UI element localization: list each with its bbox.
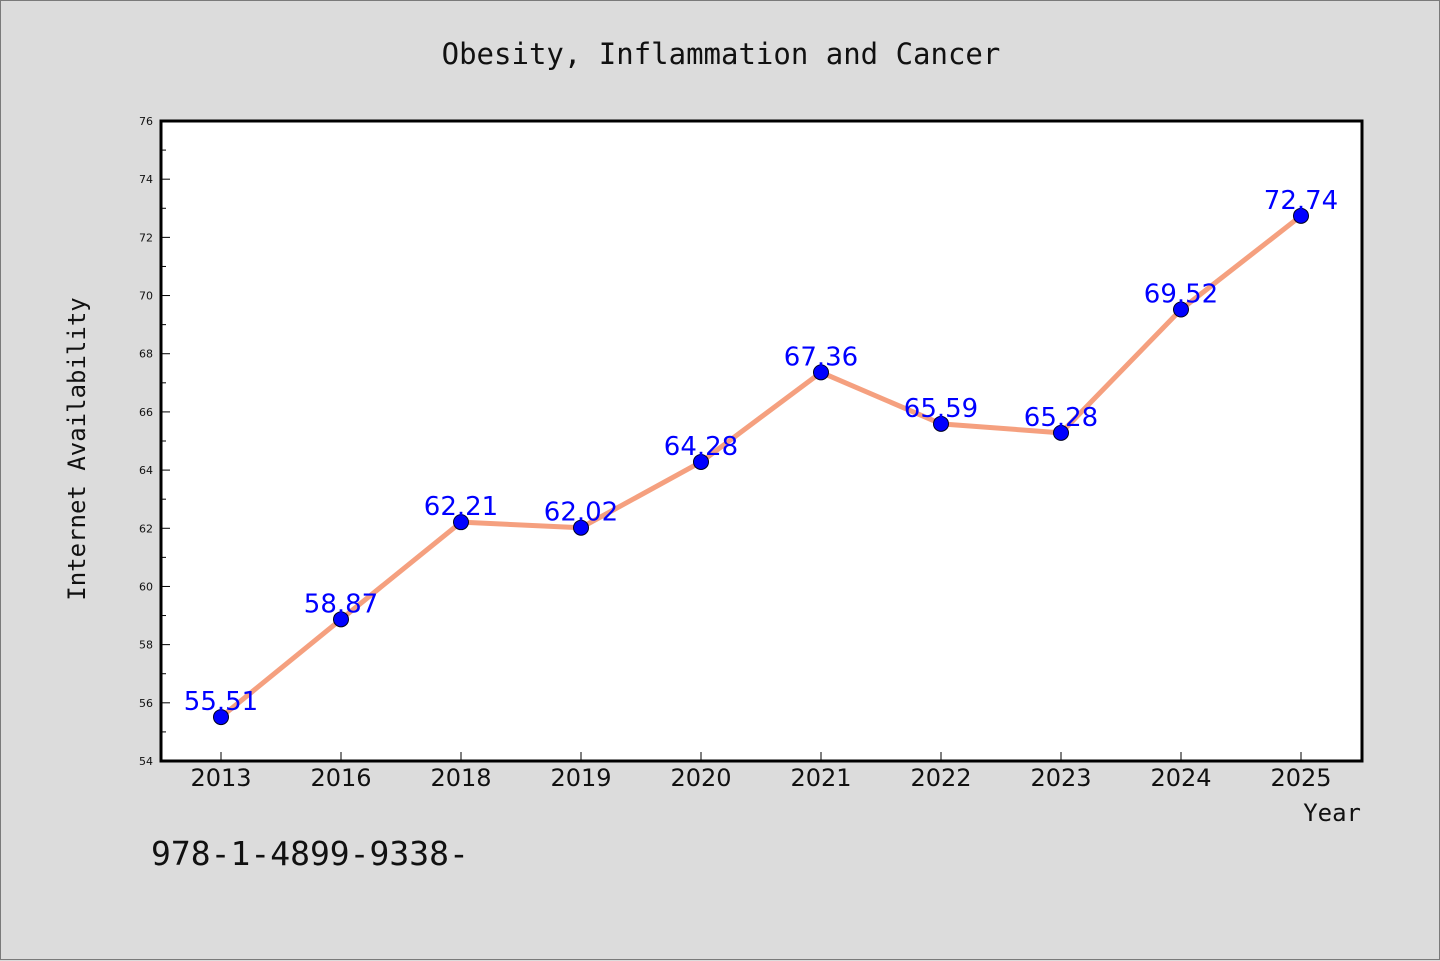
y-tick-label: 72	[139, 231, 153, 244]
data-label: 65.59	[904, 394, 978, 424]
y-tick-label: 76	[139, 115, 153, 128]
data-point	[333, 611, 349, 628]
y-tick-label: 62	[139, 522, 153, 535]
chart-title: Obesity, Inflammation and Cancer	[442, 37, 1001, 71]
y-tick-label: 60	[139, 580, 153, 593]
x-tick-label: 2020	[670, 764, 731, 792]
plot-area	[159, 119, 1364, 763]
x-tick-label: 2024	[1150, 764, 1211, 792]
data-label: 62.21	[424, 492, 498, 522]
y-tick-label: 58	[139, 639, 153, 652]
data-label: 58.87	[304, 589, 378, 619]
data-point	[573, 519, 589, 536]
y-axis-label: Internet Availability	[63, 297, 91, 600]
series-group: 55.51 58.87 62.21 62.02 64.28 67.36 65.59 65.28…	[184, 186, 1338, 726]
x-tick-label: 2019	[550, 764, 611, 792]
y-tick-label: 74	[139, 173, 153, 186]
data-point	[1293, 207, 1309, 224]
data-label: 64.28	[664, 432, 738, 462]
data-point	[813, 364, 829, 381]
y-axis: 54 56 58 60 62 64 66 68 70 72 74 76	[139, 115, 170, 768]
data-point	[933, 415, 949, 432]
data-point	[213, 709, 229, 726]
y-tick-label: 68	[139, 348, 153, 361]
data-point	[1053, 424, 1069, 441]
y-tick-label: 64	[139, 464, 153, 477]
y-tick-label: 56	[139, 697, 153, 710]
x-tick-label: 2023	[1030, 764, 1091, 792]
x-tick-label: 2013	[190, 764, 251, 792]
x-tick-label: 2025	[1270, 764, 1331, 792]
x-axis: 2013 2016 2018 2019 2020 2021 2022 2023 2024 2025	[190, 752, 1332, 792]
y-tick-label: 54	[139, 755, 153, 768]
series-line	[219, 213, 1303, 720]
data-point	[1173, 301, 1189, 318]
data-label: 55.51	[184, 687, 258, 717]
data-label: 67.36	[784, 342, 858, 372]
data-label: 62.02	[544, 498, 618, 528]
isbn-text: 978-1-4899-9338-	[151, 834, 469, 873]
y-tick-label: 70	[139, 290, 153, 303]
data-label: 69.52	[1144, 280, 1218, 310]
x-tick-label: 2016	[310, 764, 371, 792]
x-tick-label: 2022	[910, 764, 971, 792]
data-point	[453, 514, 469, 531]
data-label: 65.28	[1024, 403, 1098, 433]
data-label: 72.74	[1264, 186, 1338, 216]
y-tick-label: 66	[139, 406, 153, 419]
data-point	[693, 453, 709, 470]
x-tick-label: 2021	[790, 764, 851, 792]
x-tick-label: 2018	[430, 764, 491, 792]
x-axis-label: Year	[1303, 799, 1361, 827]
